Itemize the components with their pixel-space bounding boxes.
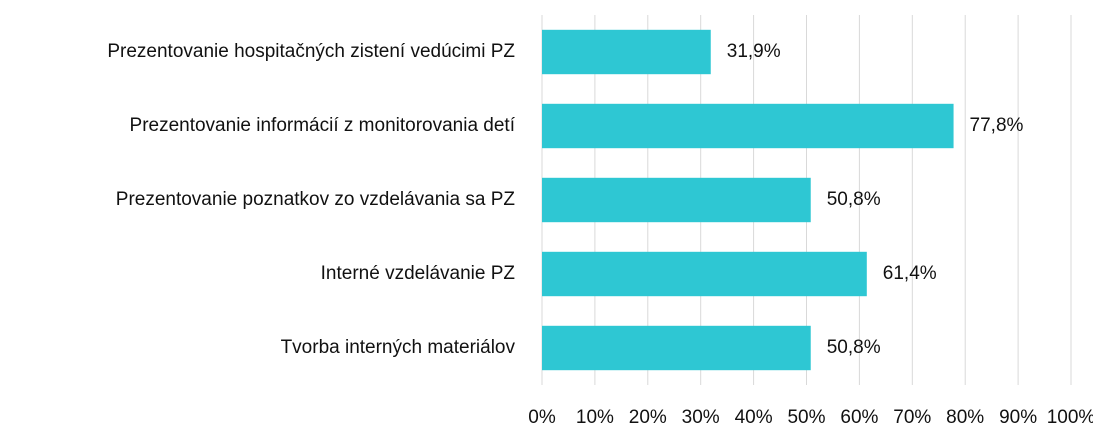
- x-tick-label: 90%: [999, 407, 1037, 428]
- y-tick-label: Prezentovanie hospitačných zistení vedúc…: [107, 41, 515, 62]
- x-tick-label: 20%: [629, 407, 667, 428]
- value-label: 50,8%: [827, 189, 881, 210]
- y-tick-label: Prezentovanie poznatkov zo vzdelávania s…: [116, 189, 516, 210]
- value-label: 77,8%: [970, 115, 1024, 136]
- x-tick-label: 0%: [528, 407, 556, 428]
- bar: [542, 29, 711, 75]
- x-tick-label: 10%: [576, 407, 614, 428]
- y-tick-label: Prezentovanie informácií z monitorovania…: [130, 115, 516, 136]
- x-tick-label: 100%: [1047, 407, 1093, 428]
- x-tick-label: 80%: [946, 407, 984, 428]
- bar: [542, 251, 867, 297]
- y-tick-label: Tvorba interných materiálov: [281, 337, 516, 358]
- y-tick-label: Interné vzdelávanie PZ: [321, 263, 516, 284]
- bar: [542, 103, 954, 149]
- x-tick-label: 30%: [682, 407, 720, 428]
- x-tick-label: 40%: [735, 407, 773, 428]
- value-label: 31,9%: [727, 41, 781, 62]
- x-tick-label: 60%: [840, 407, 878, 428]
- bar: [542, 325, 811, 371]
- bar: [542, 177, 811, 223]
- x-tick-label: 50%: [787, 407, 825, 428]
- value-label: 50,8%: [827, 337, 881, 358]
- value-label: 61,4%: [883, 263, 937, 284]
- x-tick-label: 70%: [893, 407, 931, 428]
